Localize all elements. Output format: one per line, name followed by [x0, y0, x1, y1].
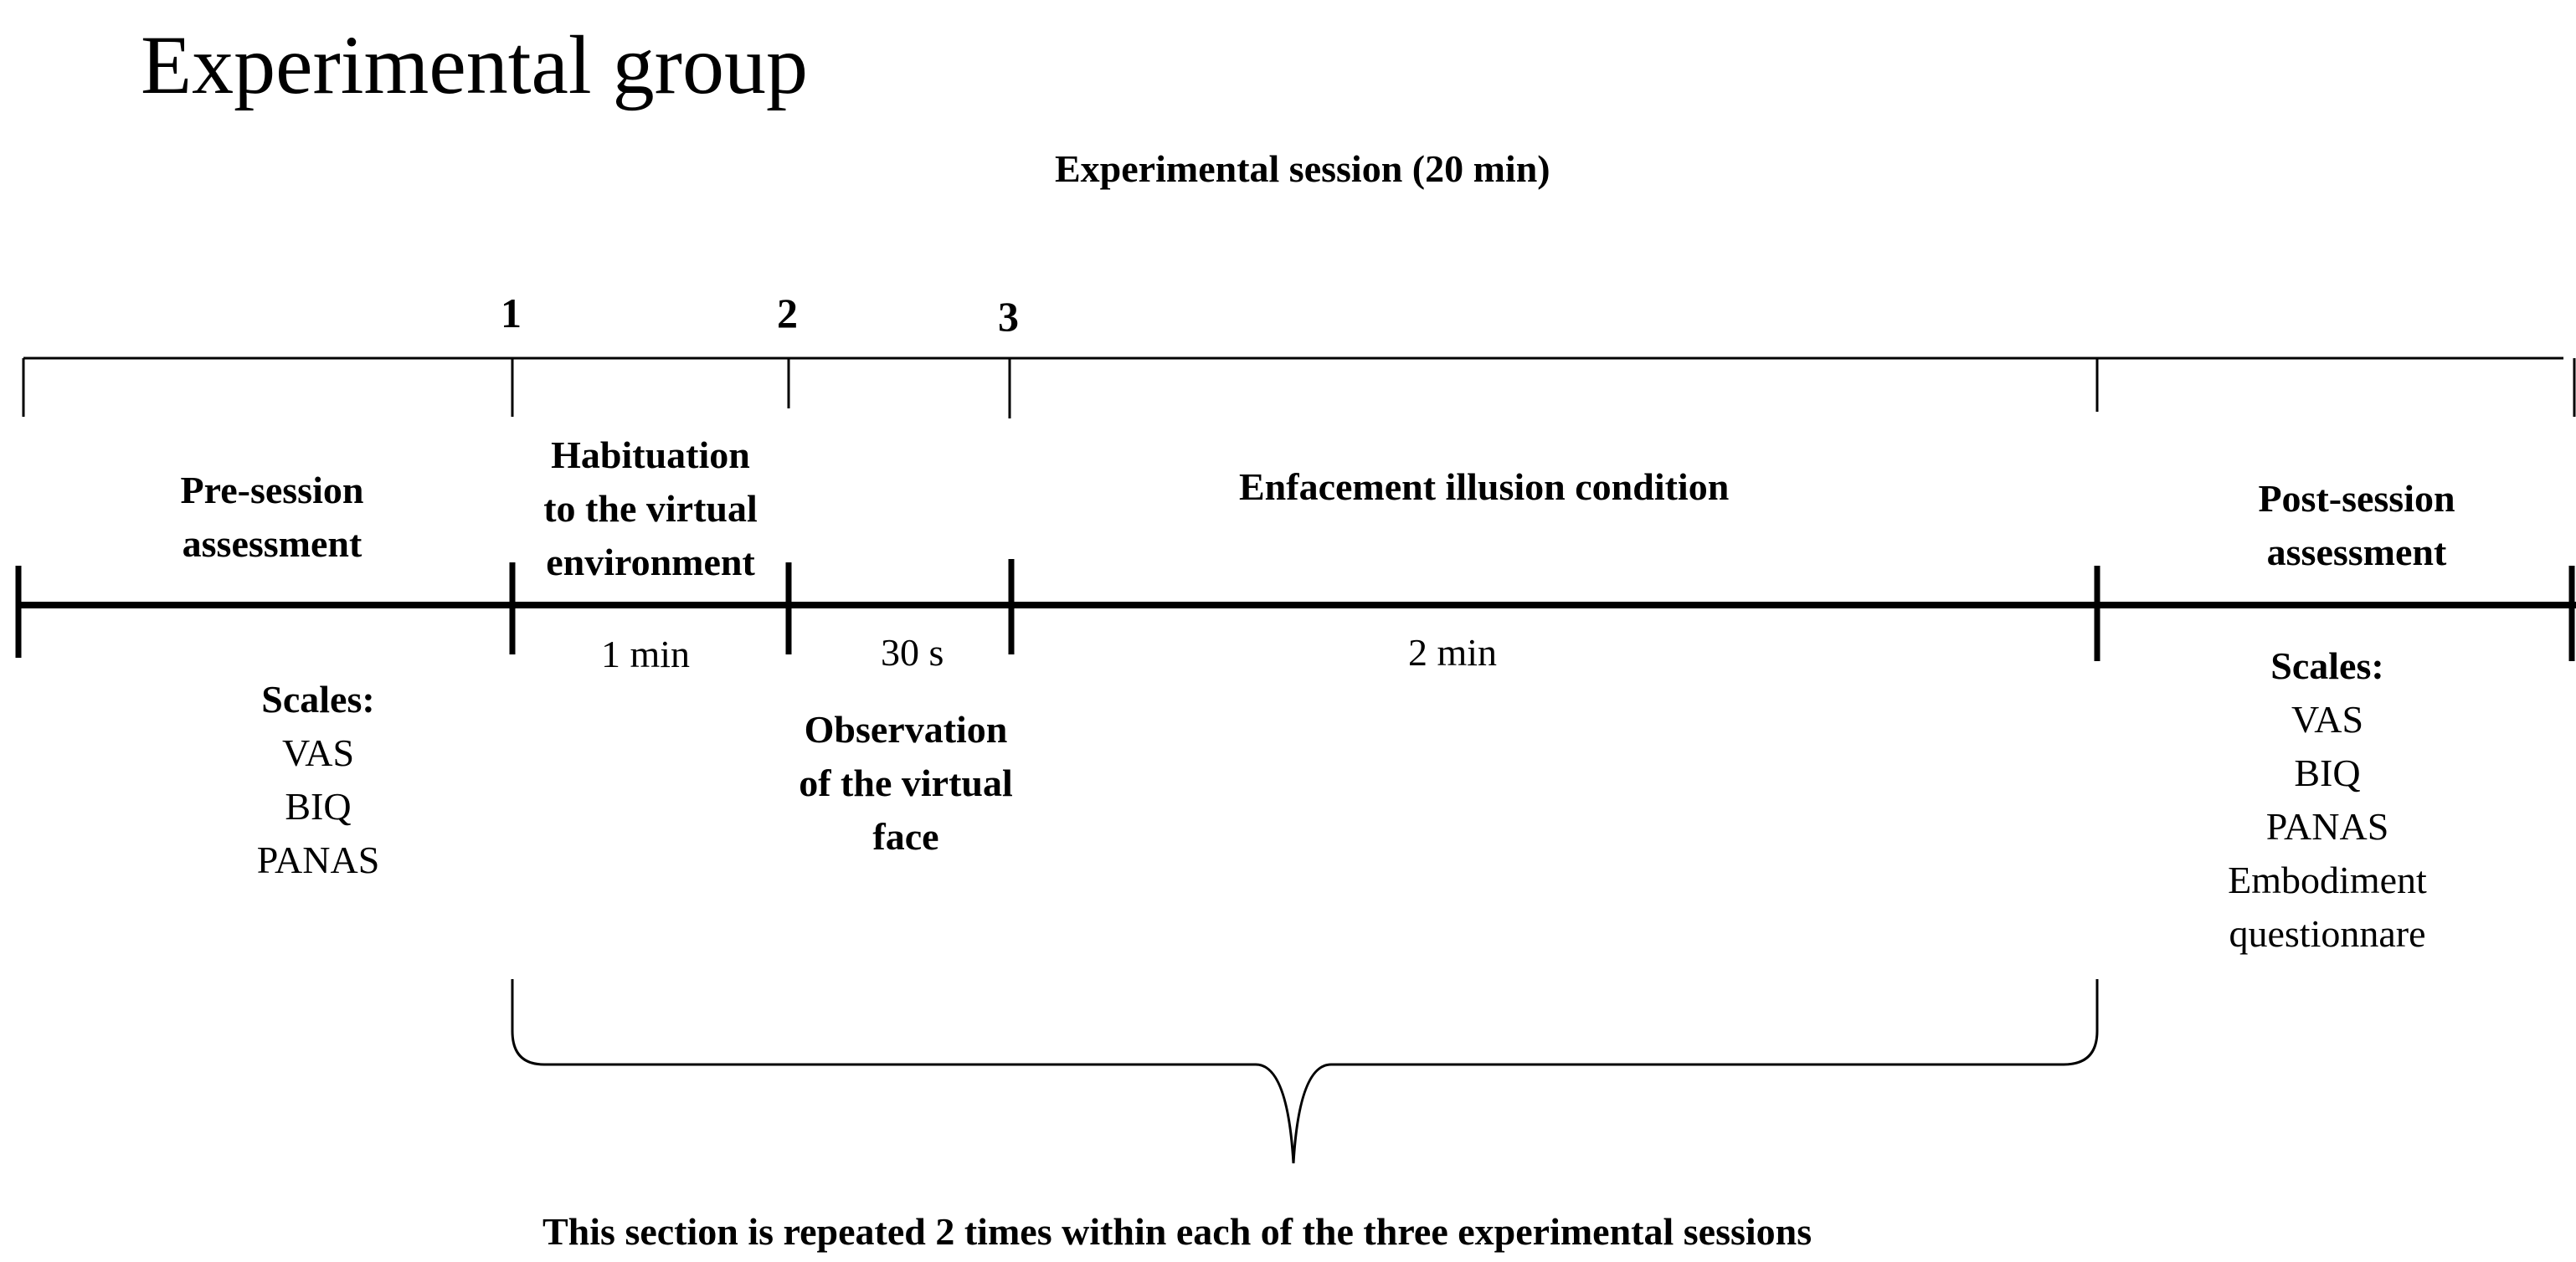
marker-1: 1 [501, 290, 522, 336]
post-scales: Scales: VAS BIQ PANAS Embodiment questio… [2202, 639, 2453, 961]
post-session-line-1: Post-session [2258, 477, 2455, 520]
duration-enfacement: 2 min [1408, 631, 1498, 674]
observation-line-3: face [872, 815, 939, 858]
observation-line-2: of the virtual [799, 762, 1013, 804]
post-scales-heading: Scales: [2270, 644, 2384, 687]
diagram-title: Experimental group [141, 18, 808, 111]
session-label: Experimental session (20 min) [1055, 147, 1550, 190]
pre-session-line-1: Pre-session [180, 469, 364, 511]
post-scale-biq: BIQ [2294, 752, 2361, 794]
post-session-title: Post-session assessment [2244, 472, 2470, 579]
observation-line-1: Observation [804, 708, 1008, 751]
post-scale-panas: PANAS [2265, 805, 2389, 848]
duration-observation: 30 s [881, 631, 944, 674]
pre-scale-panas: PANAS [256, 839, 380, 881]
duration-habituation: 1 min [601, 633, 691, 675]
pre-scale-vas: VAS [281, 731, 355, 774]
enfacement-title: Enfacement illusion condition [1239, 465, 1730, 508]
post-session-line-2: assessment [2266, 531, 2447, 573]
habituation-line-1: Habituation [551, 433, 750, 476]
marker-3: 3 [998, 293, 1019, 340]
pre-session-line-2: assessment [182, 522, 362, 565]
repeat-note: This section is repeated 2 times within … [542, 1210, 1812, 1253]
pre-session-title: Pre-session assessment [167, 464, 377, 571]
pre-scales: Scales: VAS BIQ PANAS [234, 673, 402, 887]
pre-scale-biq: BIQ [285, 785, 352, 828]
repeat-brace [511, 979, 2099, 1164]
post-scale-questionnare: questionnare [2229, 912, 2426, 955]
observation-title: Observation of the virtual face [780, 703, 1031, 864]
pre-scales-heading: Scales: [261, 678, 375, 721]
post-scale-vas: VAS [2291, 698, 2364, 741]
habituation-title: Habituation to the virtual environment [521, 428, 780, 589]
marker-2: 2 [777, 290, 798, 336]
habituation-line-2: to the virtual [543, 487, 758, 530]
habituation-line-3: environment [546, 541, 755, 583]
post-scale-embodiment: Embodiment [2228, 859, 2427, 901]
